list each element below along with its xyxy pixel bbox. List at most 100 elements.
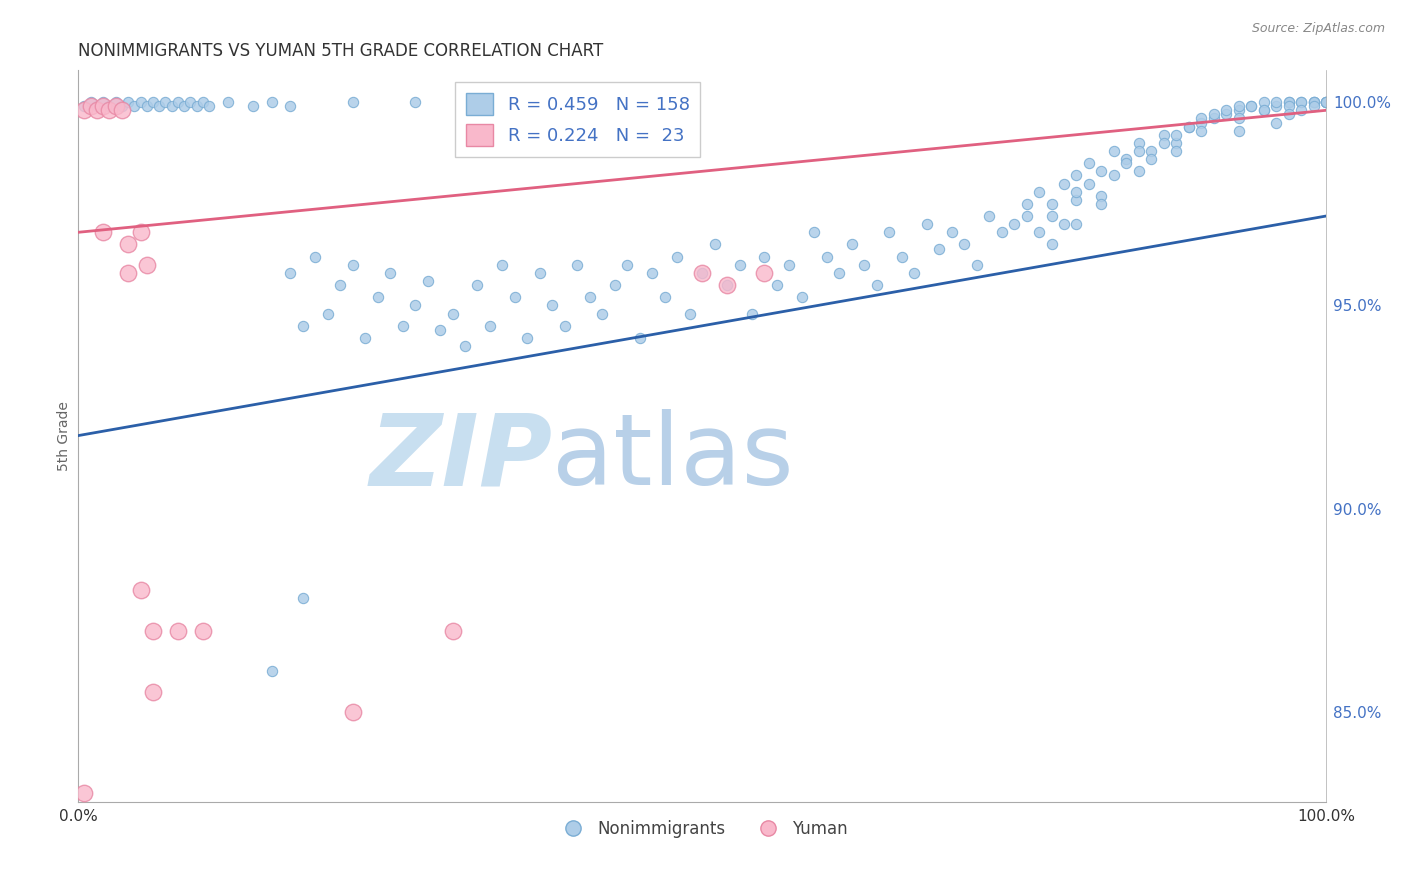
Point (1028, 185, 1050, 199)
Point (104, 99, 127, 113)
Point (191, 95, 214, 110)
Point (91, 95, 114, 110)
Point (378, 266, 401, 280)
Point (117, 237, 139, 252)
Point (1128, 164, 1150, 178)
Point (1078, 177, 1101, 191)
Point (603, 278, 626, 293)
Point (1066, 169, 1088, 183)
Point (1189, 115, 1212, 129)
Point (1215, 103, 1237, 118)
Point (167, 624, 190, 638)
Point (591, 307, 613, 321)
Point (441, 624, 464, 638)
Point (117, 266, 139, 280)
Point (1166, 136, 1188, 150)
Point (1053, 217, 1076, 231)
Point (1315, 95, 1337, 110)
Point (828, 266, 851, 280)
Point (728, 258, 751, 272)
Point (1115, 156, 1137, 170)
Point (690, 266, 713, 280)
Point (1289, 103, 1312, 118)
Point (1227, 123, 1250, 137)
Point (1028, 225, 1050, 239)
Point (160, 99, 183, 113)
Point (342, 258, 364, 272)
Point (1289, 95, 1312, 110)
Point (1278, 95, 1301, 110)
Point (690, 266, 713, 280)
Point (1278, 95, 1301, 110)
Point (129, 225, 152, 239)
Point (79, 95, 101, 110)
Point (1215, 107, 1237, 121)
Point (1040, 197, 1063, 211)
Point (766, 278, 789, 293)
Point (117, 95, 139, 110)
Point (454, 339, 477, 353)
Point (1265, 95, 1288, 110)
Point (1302, 95, 1324, 110)
Point (1166, 144, 1188, 158)
Point (903, 266, 925, 280)
Point (73, 99, 96, 113)
Point (329, 278, 352, 293)
Point (278, 266, 301, 280)
Point (628, 331, 651, 345)
Point (1202, 107, 1225, 121)
Point (716, 278, 738, 293)
Point (1078, 156, 1101, 170)
Point (316, 307, 339, 321)
Point (503, 290, 526, 304)
Point (111, 99, 134, 113)
Point (98, 103, 121, 118)
Point (404, 95, 426, 110)
Point (1090, 188, 1112, 202)
Point (142, 95, 165, 110)
Point (1302, 99, 1324, 113)
Point (148, 99, 170, 113)
Point (217, 95, 239, 110)
Point (703, 237, 725, 252)
Point (890, 250, 912, 264)
Point (953, 237, 976, 252)
Point (129, 95, 152, 110)
Point (155, 95, 177, 110)
Point (1153, 136, 1175, 150)
Point (1302, 95, 1324, 110)
Point (242, 99, 264, 113)
Point (866, 278, 889, 293)
Point (1053, 177, 1076, 191)
Point (567, 258, 589, 272)
Point (754, 266, 776, 280)
Point (173, 99, 195, 113)
Point (1315, 95, 1337, 110)
Point (741, 307, 763, 321)
Point (135, 99, 157, 113)
Point (1178, 120, 1201, 134)
Point (260, 665, 283, 679)
Point (1140, 152, 1163, 166)
Point (1090, 197, 1112, 211)
Point (91, 99, 114, 113)
Point (260, 95, 283, 110)
Point (73, 103, 96, 118)
Point (1240, 99, 1263, 113)
Point (1189, 123, 1212, 137)
Point (941, 225, 963, 239)
Point (541, 298, 564, 312)
Point (641, 266, 664, 280)
Point (342, 705, 364, 719)
Point (529, 266, 551, 280)
Point (91, 225, 114, 239)
Point (841, 237, 863, 252)
Point (503, 95, 526, 110)
Point (1253, 95, 1275, 110)
Y-axis label: 5th Grade: 5th Grade (58, 401, 72, 471)
Point (167, 95, 190, 110)
Point (654, 290, 676, 304)
Point (1166, 128, 1188, 142)
Point (416, 274, 439, 288)
Point (1178, 120, 1201, 134)
